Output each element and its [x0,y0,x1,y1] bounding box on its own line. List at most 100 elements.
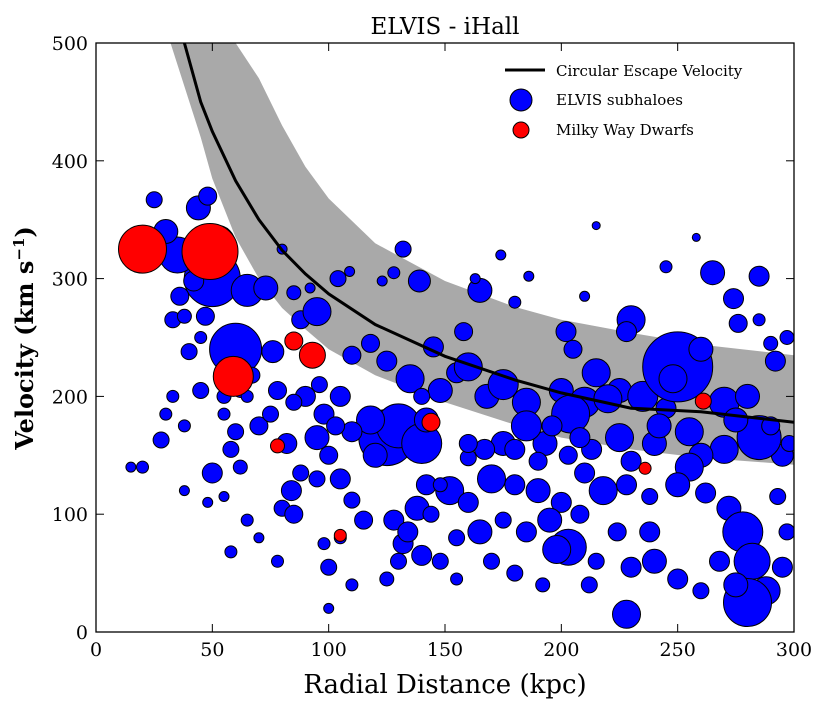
subhalo-point-9 [170,286,190,306]
subhalo-point-23 [253,275,279,301]
subhalo-point-176 [691,232,701,242]
subhalo-point-96 [616,474,637,496]
subhalo-point-16 [159,407,173,421]
subhalo-point-181 [432,477,448,493]
subhalo-point-187 [646,413,672,439]
subhalo-point-35 [508,295,522,309]
subhalo-point-90 [477,464,506,494]
x-tick-label-5: 250 [660,639,696,661]
subhalo-point-6 [198,186,218,206]
subhalo-point-148 [310,376,328,394]
subhalo-point-92 [525,478,551,504]
legend-dwarfs: Milky Way Dwarfs [556,121,694,139]
subhalo-point-43 [427,378,453,403]
subhalo-point-161 [285,393,303,411]
subhalo-point-64 [723,288,744,310]
subhalo-point-13 [180,343,198,361]
dwarf-point-4 [298,341,326,369]
dwarf-point-0 [118,224,167,274]
subhalo-point-204 [253,532,265,544]
subhalo-point-83 [555,321,577,343]
subhalo-point-133 [379,571,395,587]
y-tick-label-5: 500 [52,33,88,55]
subhalo-point-121 [411,544,433,566]
subhalo-point-63 [700,260,726,286]
subhalo-point-184 [458,434,478,453]
subhalo-point-205 [240,513,254,527]
subhalo-point-51 [581,358,611,388]
subhalo-point-144 [304,425,330,451]
subhalo-point-160 [268,381,287,400]
dwarf-point-2 [212,355,254,397]
subhalo-point-109 [641,548,667,574]
subhalo-point-208 [202,496,214,508]
subhalo-point-18 [177,419,191,433]
subhalo-point-195 [607,522,627,542]
dwarf-point-7 [421,412,441,432]
subhalo-point-88 [541,415,563,437]
subhalo-point-105 [723,572,749,598]
legend-subhaloes: ELVIS subhaloes [556,91,683,109]
x-tick-label-6: 300 [776,639,812,661]
subhalo-point-21 [227,423,245,441]
subhalo-point-200 [317,537,331,551]
legend-subhalo-marker [509,88,533,112]
subhalo-point-186 [569,427,591,449]
subhalo-point-149 [329,385,351,407]
subhalo-point-111 [612,599,641,629]
subhalo-point-188 [674,417,704,447]
subhalo-point-56 [658,364,688,394]
subhalo-point-106 [709,550,730,572]
subhalo-point-28 [361,333,380,353]
y-tick-label-2: 200 [52,386,88,408]
subhalo-point-170 [344,266,356,277]
subhalo-point-107 [692,582,710,600]
subhalo-point-74 [605,423,634,453]
subhalo-point-99 [695,482,717,504]
subhalo-markers [125,186,794,629]
subhalo-point-108 [667,568,689,590]
subhalo-point-169 [304,282,316,294]
subhalo-point-159 [262,405,279,423]
subhalo-point-24 [261,340,285,364]
subhalo-point-7 [145,191,163,209]
subhalo-point-209 [178,485,190,497]
subhalo-point-12 [195,306,215,326]
subhalo-point-20 [217,407,231,421]
dwarf-point-9 [694,392,712,410]
subhalo-point-185 [528,451,548,471]
subhalo-point-60 [764,350,786,372]
subhalo-point-136 [329,468,351,490]
subhalo-point-76 [558,445,578,465]
y-axis-label-main: Velocity (km s [10,261,39,451]
subhalo-point-29 [394,240,412,258]
dwarf-markers [118,223,712,542]
subhalo-point-137 [319,445,339,465]
subhalo-point-117 [494,511,512,529]
subhalo-point-191 [780,435,794,452]
subhalo-point-162 [201,462,223,484]
subhalo-point-127 [457,491,479,513]
subhalo-point-129 [506,564,524,582]
x-axis-label: Radial Distance (kpc) [303,670,586,700]
subhalo-point-138 [308,470,326,488]
subhalo-point-40 [362,442,388,468]
subhalo-point-198 [320,558,338,576]
dwarf-point-5 [270,438,285,454]
subhalo-point-62 [748,265,770,287]
subhalo-point-22 [249,416,269,436]
x-tick-label-2: 100 [311,639,347,661]
subhalo-point-17 [166,389,180,403]
escape-velocity-curve [182,43,794,424]
subhalo-point-110 [620,556,642,578]
escape-velocity-band [170,43,794,465]
subhalo-point-157 [125,461,137,473]
y-tick-label-4: 400 [52,151,88,173]
subhalo-point-173 [579,290,591,302]
x-tick-label-1: 50 [200,639,224,661]
subhalo-point-165 [176,308,192,324]
subhalo-point-135 [343,491,361,509]
subhalo-point-175 [523,270,535,282]
subhalo-point-84 [563,339,583,359]
subhalo-point-47 [487,369,519,401]
